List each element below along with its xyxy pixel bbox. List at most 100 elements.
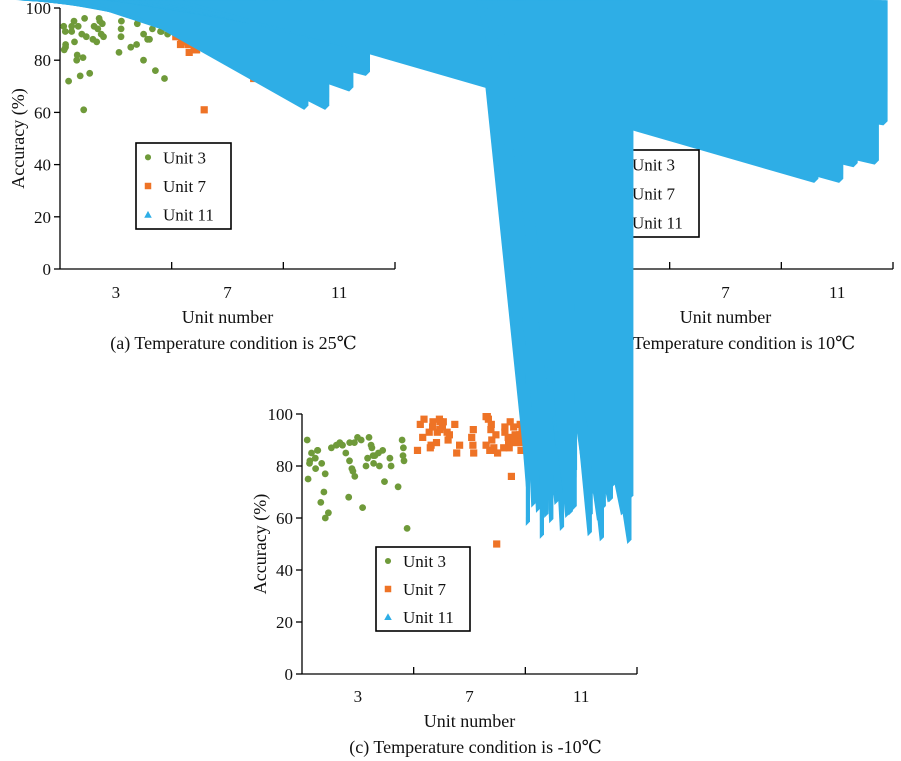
data-point [419,433,427,441]
x-tick-label: 3 [354,687,363,706]
legend-marker [384,613,392,621]
y-tick-label: 0 [43,260,52,279]
data-point [93,38,101,46]
data-point [506,418,514,426]
data-point [149,25,156,33]
y-tick-label: 80 [34,51,51,70]
data-point [357,436,365,444]
legend-label: Unit 11 [632,214,683,233]
data-point [413,446,422,454]
data-point [398,436,406,444]
y-tick-label: 40 [276,561,293,580]
legend-label: Unit 7 [632,185,675,204]
data-point [453,449,461,457]
data-point [200,106,208,114]
data-point [321,470,329,478]
x-axis-label: Unit number [182,307,274,327]
data-point [507,472,515,480]
data-point [133,20,141,28]
legend: Unit 3 Unit 7 Unit 11 [135,142,232,230]
y-tick-label: 20 [276,613,293,632]
data-point [345,493,353,501]
legend: Unit 3 Unit 7 Unit 11 [375,546,471,632]
data-point [346,439,354,446]
data-point [501,428,509,436]
data-point [342,449,350,457]
data-point [505,439,513,447]
legend-marker [384,585,392,593]
data-point [444,436,452,444]
legend-label: Unit 7 [163,177,206,196]
y-tick-label: 80 [276,457,293,476]
data-point [314,447,321,454]
data-point [78,30,86,38]
data-point [420,415,428,423]
legend-box [375,546,471,632]
data-point [303,436,311,444]
data-point [68,28,76,35]
y-axis-label: Accuracy (%) [250,494,271,594]
data-point [60,22,68,30]
data-point [61,28,69,35]
data-point [505,444,513,452]
legend-label: Unit 11 [163,206,214,225]
data-point [403,525,411,532]
x-tick-label: 7 [721,283,730,302]
series-unit-3 [60,15,172,114]
data-point [516,420,524,428]
data-point [73,56,81,64]
data-point [73,51,81,59]
data-point [185,48,193,56]
data-point [133,41,141,48]
legend-label: Unit 3 [163,148,206,167]
data-point [127,43,135,51]
data-point [80,106,88,114]
data-point [399,452,407,459]
data-point [492,431,500,439]
y-tick-label: 60 [276,509,293,528]
data-point [364,454,371,462]
y-tick-label: 60 [34,103,51,122]
legend-label: Unit 3 [403,552,446,571]
data-point [367,441,375,449]
data-point [544,0,632,545]
data-point [317,499,325,506]
data-point [365,434,373,441]
data-point [386,454,394,462]
y-tick-label: 100 [268,405,294,424]
data-point [482,441,490,449]
legend-label: Unit 7 [403,580,446,599]
data-point [488,436,496,444]
data-point [487,426,495,434]
y-tick-label: 100 [26,0,52,18]
data-point [349,467,357,475]
data-point [494,449,502,457]
x-tick-label: 11 [829,283,845,302]
data-point [359,504,366,511]
data-point [146,35,153,43]
x-tick-label: 11 [573,687,589,706]
data-point [515,436,524,444]
chart-caption: (c) Temperature condition is -10℃ [349,737,601,758]
data-point [351,439,358,446]
data-point [346,457,353,465]
data-point [376,462,383,470]
data-point [486,446,494,454]
y-tick-label: 20 [34,208,51,227]
data-point [369,452,377,459]
legend-marker [384,557,392,565]
data-point [456,441,464,449]
chart-panel-3: 0 20 40 60 80 100 3 7 11 Unit number Accuracy (%) (… [250,0,638,758]
data-point [416,420,424,428]
chart-panel-1: 0 20 40 60 80 100 3 7 11 Unit number Accuracy (%) (… [8,0,396,354]
y-tick-label: 40 [34,156,51,175]
data-point [517,446,525,454]
data-point [469,441,477,449]
data-point [400,457,408,465]
chart-caption: (a) Temperature condition is 25℃ [110,333,356,354]
data-point [306,460,313,467]
series-unit-3 [303,434,411,532]
data-point [510,436,518,444]
data-point [86,69,94,77]
data-point [140,30,148,38]
